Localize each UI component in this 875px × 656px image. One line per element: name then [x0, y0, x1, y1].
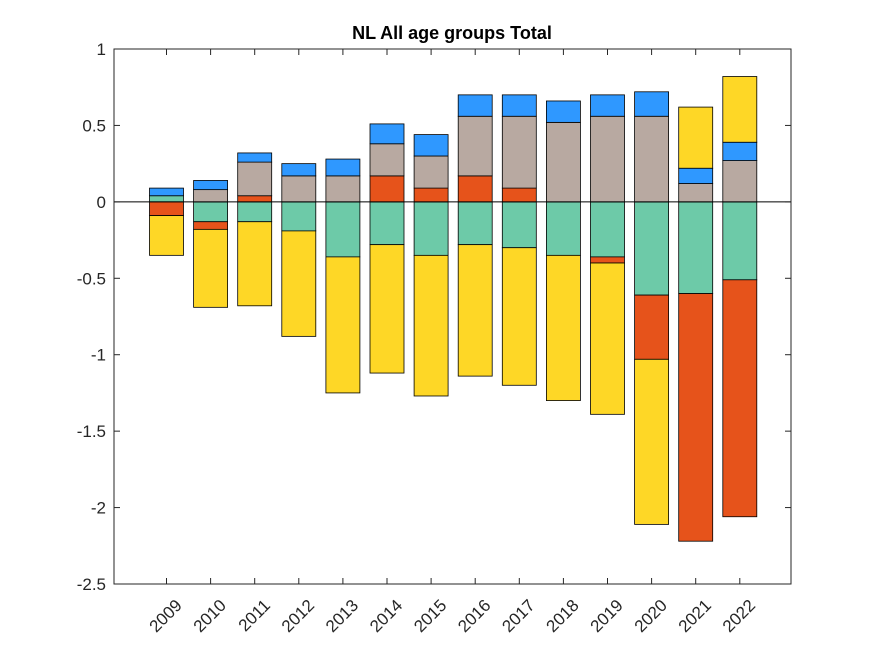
bar-segment-2014-s3	[369, 143, 405, 177]
bar-segment-2011-s1	[237, 201, 273, 223]
bar-segment-2016-s2	[457, 175, 493, 203]
x-tick-label: 2015	[410, 596, 450, 636]
bar-segment-2014-s2	[369, 175, 405, 203]
bar-segment-2017-s3	[501, 115, 537, 189]
bar-segment-2019-s2	[590, 256, 625, 264]
bar-segment-2022-s5	[722, 76, 758, 143]
bar-segment-2014-s1	[369, 201, 405, 246]
bar-segment-2022-s4	[722, 141, 758, 161]
bar-segment-2014-s4	[369, 123, 405, 145]
x-tick-label: 2016	[454, 596, 494, 636]
x-tick-label: 2020	[631, 596, 671, 636]
y-tick-label: -2.5	[77, 575, 106, 594]
y-axis-ticks: 1 0.5 0 -0.5 -1 -1.5 -2 -2.5	[77, 40, 791, 594]
x-tick-label: 2018	[543, 596, 583, 636]
bar-segment-2015-s5	[413, 254, 449, 397]
bar-segment-2015-s1	[413, 201, 449, 256]
y-tick-label: -2	[91, 499, 106, 518]
bar-segment-2021-s1	[678, 201, 714, 294]
x-tick-label: 2013	[322, 596, 362, 636]
y-tick-label: -0.5	[77, 269, 106, 288]
bar-segment-2016-s5	[457, 244, 493, 377]
bar-segment-2015-s3	[413, 155, 449, 189]
bar-segment-2019-s1	[590, 201, 625, 258]
bar-segment-2011-s4	[237, 152, 273, 163]
bar-segment-2013-s5	[325, 256, 361, 394]
bar-segment-2021-s2	[678, 293, 714, 542]
bar-segment-2017-s5	[501, 247, 537, 386]
y-tick-label: 1	[97, 40, 106, 59]
x-tick-label: 2017	[498, 596, 538, 636]
bar-segment-2017-s2	[501, 187, 537, 203]
bar-segment-2011-s5	[237, 221, 273, 307]
x-tick-label: 2010	[190, 596, 230, 636]
bar-segment-2011-s3	[237, 161, 273, 197]
bar-segment-2018-s5	[546, 254, 581, 401]
bar-group	[149, 76, 758, 542]
y-tick-label: -1	[91, 346, 106, 365]
bar-segment-2009-s5	[149, 215, 184, 256]
bar-segment-2010-s3	[193, 189, 229, 203]
bar-segment-2021-s3	[678, 183, 714, 203]
bar-segment-2022-s2	[722, 279, 758, 518]
bar-segment-2009-s2	[149, 201, 184, 217]
x-tick-label: 2021	[675, 596, 715, 636]
chart-title: NL All age groups Total	[352, 23, 552, 43]
x-tick-label: 2014	[366, 596, 406, 636]
bar-segment-2013-s3	[325, 175, 361, 203]
bar-segment-2021-s4	[678, 167, 714, 184]
bar-segment-2020-s5	[634, 358, 669, 525]
bar-segment-2022-s1	[722, 201, 758, 281]
x-tick-label: 2019	[587, 596, 627, 636]
y-tick-label: -1.5	[77, 422, 106, 441]
bar-segment-2010-s2	[193, 221, 229, 230]
x-tick-label: 2022	[719, 596, 759, 636]
bar-segment-2013-s4	[325, 158, 361, 177]
bar-segment-2012-s5	[281, 230, 317, 337]
bar-segment-2012-s3	[281, 175, 317, 203]
bar-segment-2010-s5	[193, 228, 229, 308]
bar-segment-2020-s2	[634, 294, 669, 360]
bar-segment-2018-s1	[546, 201, 581, 256]
bar-segment-2014-s5	[369, 244, 405, 374]
bar-segment-2021-s5	[678, 106, 714, 169]
bar-segment-2019-s4	[590, 94, 625, 117]
bar-segment-2022-s3	[722, 160, 758, 203]
x-tick-label: 2012	[278, 596, 318, 636]
y-tick-label: 0.5	[82, 116, 106, 135]
bar-segment-2010-s4	[193, 180, 229, 191]
bar-segment-2018-s4	[546, 100, 581, 123]
bar-segment-2016-s1	[457, 201, 493, 246]
bar-segment-2019-s5	[590, 262, 625, 415]
bar-segment-2011-s2	[237, 195, 273, 203]
bar-segment-2013-s1	[325, 201, 361, 258]
bar-segment-2017-s1	[501, 201, 537, 249]
plot-area	[113, 48, 792, 585]
bar-segment-2012-s4	[281, 163, 317, 177]
bar-segment-2016-s3	[457, 115, 493, 177]
bar-segment-2020-s3	[634, 115, 669, 203]
bar-segment-2020-s1	[634, 201, 669, 296]
x-tick-label: 2011	[235, 596, 274, 635]
bar-segment-2017-s4	[501, 94, 537, 117]
bar-segment-2018-s3	[546, 121, 581, 203]
bar-segment-2012-s1	[281, 201, 317, 232]
bar-segment-2020-s4	[634, 91, 669, 117]
y-tick-label: 0	[97, 193, 106, 212]
bar-segment-2010-s1	[193, 201, 229, 223]
bar-segment-2016-s4	[457, 94, 493, 117]
bar-segment-2015-s4	[413, 134, 449, 157]
x-tick-label: 2009	[146, 596, 186, 636]
bar-segment-2009-s4	[149, 187, 184, 197]
bar-segment-2019-s3	[590, 115, 625, 203]
bar-segment-2009-s1	[149, 195, 184, 203]
bar-segment-2015-s2	[413, 187, 449, 203]
